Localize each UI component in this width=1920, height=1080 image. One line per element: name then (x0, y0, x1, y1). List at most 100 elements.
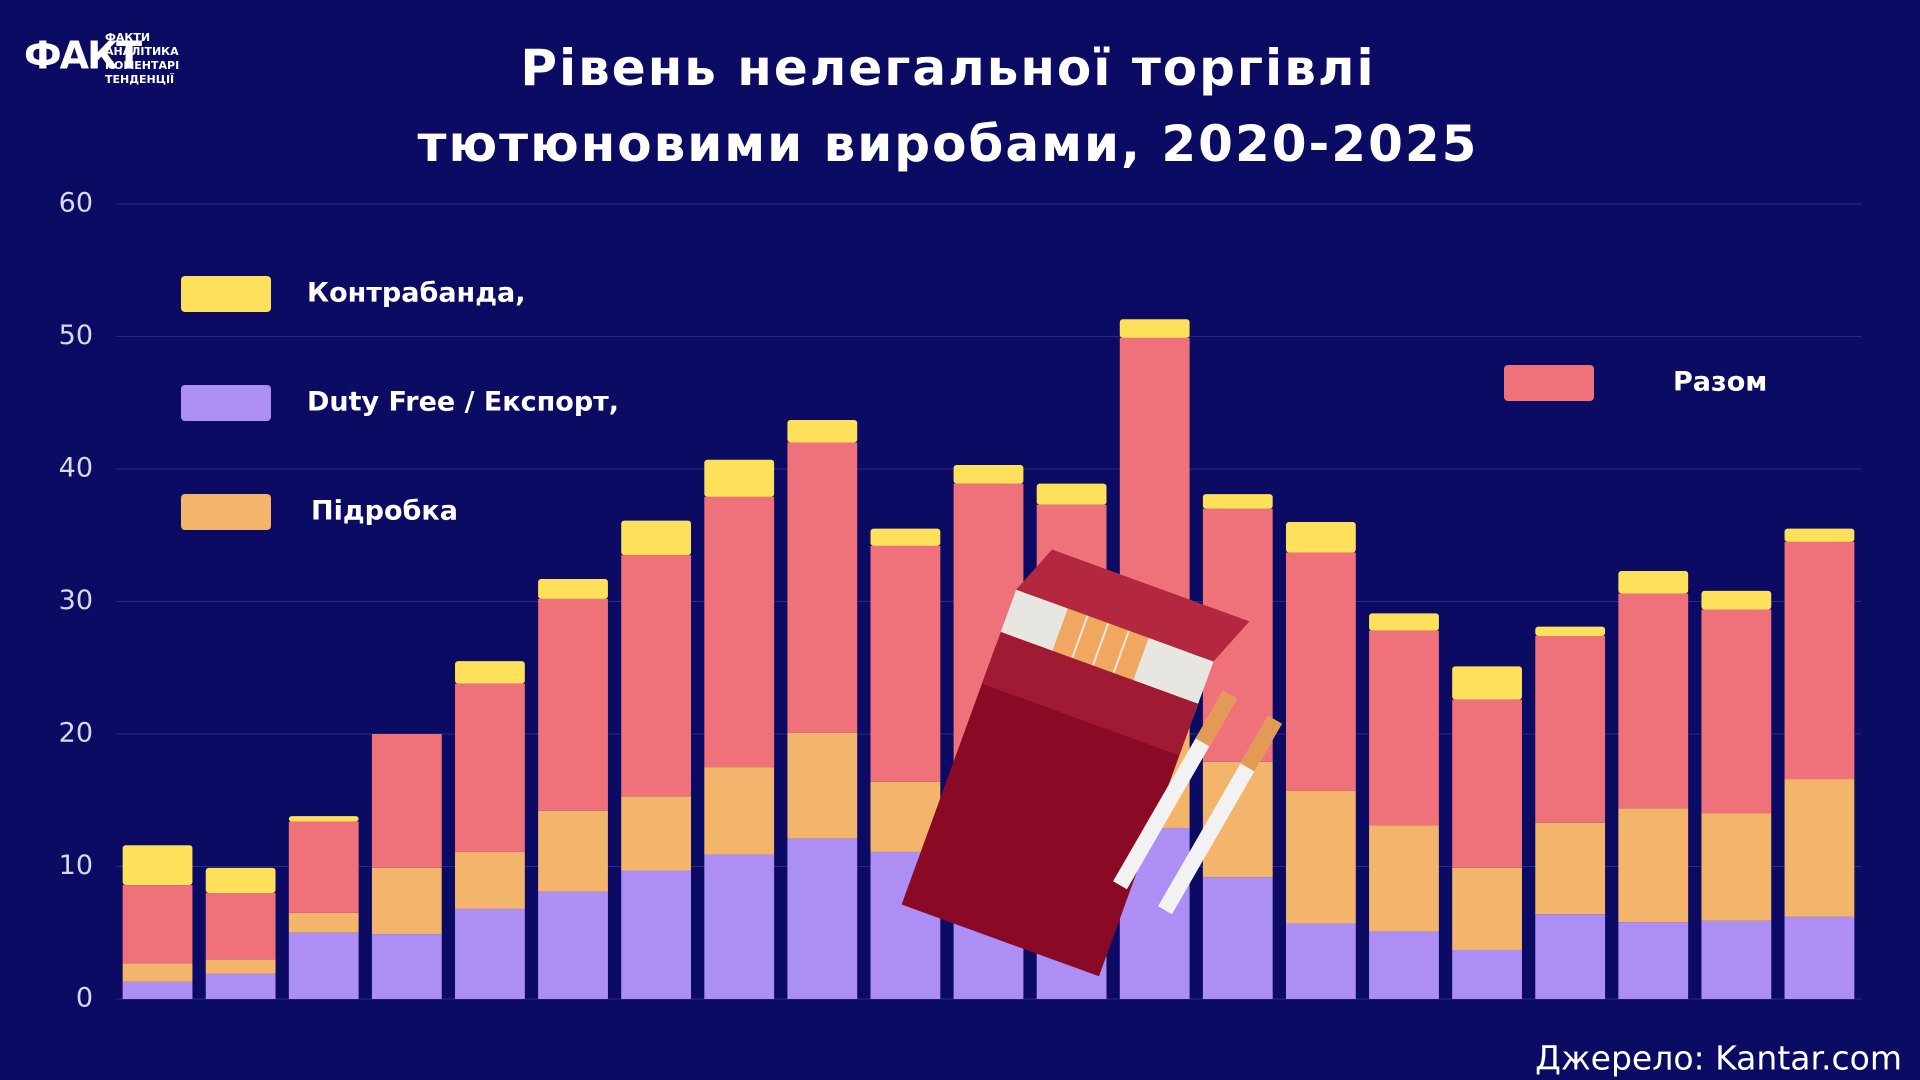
cigarette-illustration (901, 549, 1250, 977)
bar-segment (1784, 528, 1855, 542)
bar-segment (538, 810, 608, 892)
pack-lid (1016, 549, 1250, 662)
bar-segment (1535, 626, 1606, 636)
bar-segment (1285, 790, 1356, 924)
bar-segment (1535, 635, 1606, 823)
bar-segment (870, 528, 941, 546)
bar-segment (1618, 808, 1689, 923)
bar-segment (870, 545, 941, 782)
y-tick-label: 0 (76, 983, 93, 1014)
legend-label: Разом (1673, 367, 1767, 398)
legend-swatch (181, 276, 271, 312)
bar-segment (621, 870, 692, 999)
bar-segment (538, 891, 608, 999)
chart-title: Рівень нелегальної торгівлі тютюновими в… (417, 39, 1479, 173)
bar-segment (1036, 483, 1107, 505)
bar-segment (122, 981, 193, 999)
legend-label: Підробка (311, 496, 458, 527)
bar-segment (704, 767, 775, 855)
bar-segment (1452, 699, 1522, 868)
y-tick-label: 60 (59, 188, 93, 219)
source: Джерело: Kantar.com (1535, 1039, 1902, 1078)
bar-segment (1618, 593, 1689, 809)
bar-segment (122, 963, 193, 982)
legend-label: Duty Free / Експорт, (307, 387, 619, 418)
logo: ФАКТ ФАКТИ АНАЛІТИКА КОМЕНТАРІ ТЕНДЕНЦІЇ (24, 31, 179, 86)
y-tick-label: 40 (59, 453, 93, 484)
bar-segment (455, 661, 525, 684)
legend-swatch (1504, 365, 1594, 401)
legend-swatch (181, 494, 271, 530)
bar-segment (205, 959, 276, 974)
bar-segment (1452, 867, 1522, 950)
bar-segment (1452, 666, 1522, 700)
bar-segment (371, 734, 442, 868)
bar-segment (1369, 613, 1439, 631)
bar-segment (1452, 949, 1522, 999)
pack-band (981, 631, 1199, 756)
logo-line: ФАКТИ (105, 31, 150, 44)
bar-segment (787, 838, 858, 999)
bar-segment (704, 459, 775, 497)
cigarette-filter (1195, 690, 1237, 747)
bar-segment (1535, 822, 1606, 915)
bar-segment (1784, 916, 1855, 999)
bar-segment (1618, 922, 1689, 999)
bar-segment (621, 520, 692, 556)
logo-line: ТЕНДЕНЦІЇ (105, 72, 174, 86)
bar-segment (1535, 914, 1606, 999)
bar-segment (1369, 630, 1439, 826)
logo-line: АНАЛІТИКА (105, 45, 179, 58)
cigarette (1092, 614, 1132, 678)
cigarette-filter (1240, 715, 1282, 772)
bar-segment (621, 796, 692, 871)
bar-segment (371, 867, 442, 935)
bar-segment (953, 465, 1024, 484)
bar-segment (787, 419, 858, 443)
y-tick-label: 50 (59, 320, 93, 351)
bar-segment (1701, 609, 1772, 814)
bar-segment (1701, 813, 1772, 921)
y-tick-label: 20 (59, 718, 93, 749)
bar-segment (371, 934, 442, 999)
y-tick-label: 10 (59, 850, 93, 881)
bar-segment (288, 932, 359, 999)
bar-segment (1285, 522, 1356, 553)
legend: Duty Free / Експорт, Підробка Разом Контраб… (181, 276, 1767, 530)
bar-segment (1369, 825, 1439, 932)
bar-segment (621, 555, 692, 797)
bar-segment (288, 816, 359, 822)
bar-segment (1285, 923, 1356, 999)
bar-segment (1784, 779, 1855, 917)
bar-segment (455, 851, 525, 909)
bar-segment (704, 854, 775, 999)
bar-segment (1701, 920, 1772, 999)
cigarette (1112, 621, 1153, 685)
bar-segment (122, 885, 193, 964)
bar-segment (704, 496, 775, 768)
bar-segment (122, 845, 193, 886)
bar-segment (1618, 571, 1689, 594)
logo-mark: ФАКТ (24, 34, 142, 78)
bar-segment (787, 442, 858, 733)
cigarette (1050, 599, 1091, 663)
bar-segment (1701, 590, 1772, 610)
bar-segment (1119, 319, 1190, 338)
y-tick-label: 30 (59, 585, 93, 616)
bar-segment (1202, 877, 1273, 999)
legend-swatch (181, 385, 271, 421)
bar-segment (1784, 541, 1855, 780)
bar-segment (288, 821, 359, 913)
bar-segment (787, 732, 858, 839)
bars (122, 319, 1855, 999)
bar-segment (538, 598, 608, 811)
bar-segment (455, 908, 525, 999)
bar-segment (288, 912, 359, 933)
legend-label: Контрабанда, (307, 278, 525, 309)
bar-segment (205, 867, 276, 893)
bar-segment (538, 578, 608, 599)
cigarette (1071, 606, 1111, 670)
bar-segment (205, 893, 276, 960)
